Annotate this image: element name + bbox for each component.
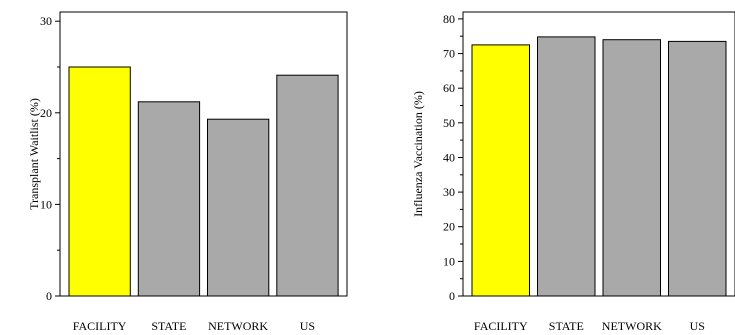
category-label-state: STATE	[549, 319, 584, 333]
bar-us	[668, 40, 727, 297]
y-tick-label: 50	[443, 116, 455, 130]
y-tick-label: 70	[443, 47, 455, 61]
y-tick-label: 30	[40, 14, 52, 28]
y-tick-label: 40	[443, 151, 455, 165]
y-tick-label: 20	[40, 106, 52, 120]
category-label-facility: FACILITY	[474, 319, 528, 333]
y-tick-label: 20	[443, 220, 455, 234]
y-axis-label: Influenza Vaccination (%)	[411, 91, 425, 217]
bar-state	[137, 101, 201, 297]
bar-network	[602, 39, 661, 297]
y-tick-label: 0	[46, 289, 52, 303]
category-label-network: NETWORK	[602, 319, 662, 333]
bar-facility	[471, 44, 530, 297]
category-label-state: STATE	[151, 319, 186, 333]
y-tick-label: 10	[40, 197, 52, 211]
y-tick-label: 60	[443, 81, 455, 95]
plot-frame	[59, 11, 348, 297]
bar-state	[537, 36, 596, 297]
y-axis-label: Transplant Waitlist (%)	[27, 98, 41, 210]
category-label-network: NETWORK	[208, 319, 268, 333]
y-tick-label: 0	[449, 289, 455, 303]
category-label-us: US	[690, 319, 705, 333]
category-label-us: US	[300, 319, 315, 333]
bar-network	[207, 118, 270, 297]
bar-us	[276, 74, 339, 297]
plot-frame	[462, 11, 735, 297]
chart-panel-2: FACILITY STATE NETWORK US 0 10 20 30 40 50 60 70 80 I…	[411, 11, 735, 333]
category-label-facility: FACILITY	[73, 319, 127, 333]
y-tick-label: 80	[443, 12, 455, 26]
y-tick-label: 10	[443, 254, 455, 268]
y-tick-label: 30	[443, 185, 455, 199]
bar-facility	[68, 66, 131, 297]
chart-panel-1: FACILITY STATE NETWORK US 0 10 20 30 Transplant …	[27, 11, 348, 333]
